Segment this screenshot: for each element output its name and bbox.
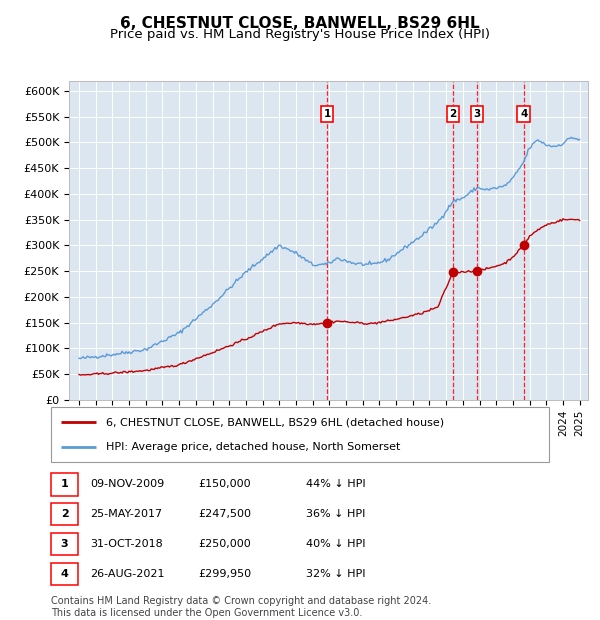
Text: 6, CHESTNUT CLOSE, BANWELL, BS29 6HL: 6, CHESTNUT CLOSE, BANWELL, BS29 6HL [120,16,480,30]
Text: 3: 3 [473,109,481,119]
Text: £150,000: £150,000 [198,479,251,489]
Text: 1: 1 [323,109,331,119]
Text: £247,500: £247,500 [198,509,251,519]
Text: HPI: Average price, detached house, North Somerset: HPI: Average price, detached house, Nort… [106,442,400,452]
Text: 2: 2 [61,509,68,519]
Text: 40% ↓ HPI: 40% ↓ HPI [306,539,365,549]
Text: 32% ↓ HPI: 32% ↓ HPI [306,569,365,578]
Text: 44% ↓ HPI: 44% ↓ HPI [306,479,365,489]
Text: Price paid vs. HM Land Registry's House Price Index (HPI): Price paid vs. HM Land Registry's House … [110,28,490,41]
Text: 31-OCT-2018: 31-OCT-2018 [90,539,163,549]
Text: 09-NOV-2009: 09-NOV-2009 [90,479,164,489]
Text: 25-MAY-2017: 25-MAY-2017 [90,509,162,519]
Text: Contains HM Land Registry data © Crown copyright and database right 2024.
This d: Contains HM Land Registry data © Crown c… [51,596,431,618]
Text: 3: 3 [61,539,68,549]
Text: 26-AUG-2021: 26-AUG-2021 [90,569,164,578]
Text: 2: 2 [449,109,457,119]
Text: £299,950: £299,950 [198,569,251,578]
Text: 36% ↓ HPI: 36% ↓ HPI [306,509,365,519]
Text: £250,000: £250,000 [198,539,251,549]
Text: 1: 1 [61,479,68,489]
Text: 4: 4 [520,109,527,119]
Text: 6, CHESTNUT CLOSE, BANWELL, BS29 6HL (detached house): 6, CHESTNUT CLOSE, BANWELL, BS29 6HL (de… [106,417,444,427]
Text: 4: 4 [61,569,68,578]
